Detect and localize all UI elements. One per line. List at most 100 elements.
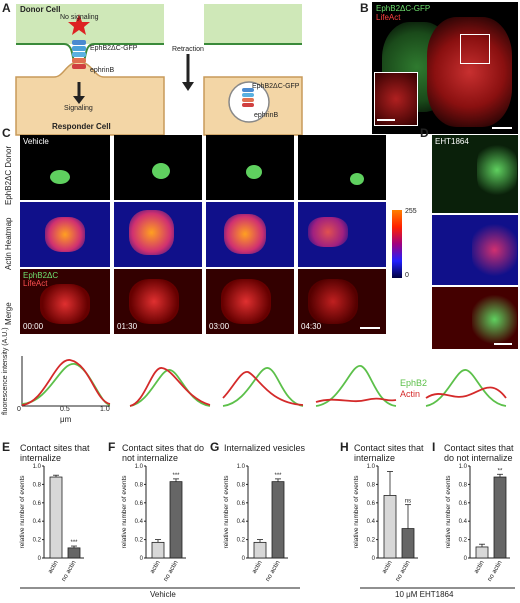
title-h: Contact sites that internalize xyxy=(354,443,424,463)
donor-cell-region-2 xyxy=(204,4,302,44)
drug-heatmap-frame xyxy=(432,215,518,285)
bar-F-actin xyxy=(151,541,165,559)
y-tick-label-G: 0 xyxy=(242,556,246,562)
bar-H-actin xyxy=(383,495,397,559)
heatmap-frame-3 xyxy=(206,202,294,267)
bar-H-no-actin xyxy=(401,528,415,559)
significance-G: *** xyxy=(274,473,282,479)
profile-ylabel: fluorescence intensity (A.U.) xyxy=(2,327,9,415)
profile-tick-0: 0 xyxy=(17,406,21,413)
heatmap-frame-4 xyxy=(298,202,386,267)
retraction-label: Retraction xyxy=(172,46,204,53)
colorbar-min: 0 xyxy=(405,272,409,279)
bar-E-no-actin xyxy=(67,547,81,559)
bar-E-actin xyxy=(49,476,63,559)
bar-I-actin xyxy=(475,546,489,559)
donor-frame-3 xyxy=(206,135,294,200)
row-label-merge: Merge xyxy=(4,302,13,325)
category-label-G: actin xyxy=(251,559,264,575)
y-tick-label-G: 0.4 xyxy=(237,519,246,525)
ligand-label: ephrinB xyxy=(90,67,115,74)
vehicle-group-label: Vehicle xyxy=(150,590,176,599)
profile-3 xyxy=(222,367,304,407)
significance-F: *** xyxy=(172,473,180,479)
y-tick-label-I: 0.4 xyxy=(459,519,468,525)
receptor-label: EphB2ΔC-GFP xyxy=(90,45,138,52)
y-tick-label-F: 1.0 xyxy=(135,464,144,470)
receptor-stack xyxy=(72,40,86,69)
merge-red-label: LifeAct xyxy=(23,279,48,288)
ligand-label-2: ephrinB xyxy=(254,112,279,119)
y-axis-label-I: relative number of events xyxy=(445,475,452,549)
panel-label-e: E xyxy=(2,440,11,454)
bar-charts: 0 0.2 0.4 0.6 0.8 1.0 relative number of event… xyxy=(19,464,515,589)
donor-cell-region xyxy=(16,4,164,44)
category-label-F: actin xyxy=(149,559,162,575)
timestamp-3: 03:00 xyxy=(209,322,230,331)
category-label-I: actin xyxy=(473,559,486,575)
merge-frame-1: EphB2ΔC LifeAct 00:00 xyxy=(20,269,110,334)
bar-G-no-actin xyxy=(271,481,285,559)
panel-label-g: G xyxy=(210,440,220,454)
category-label-E: actin xyxy=(47,559,60,575)
panel-label-b: B xyxy=(360,1,369,15)
merge-frame-3: 03:00 xyxy=(206,269,294,334)
y-tick-label-H: 0.6 xyxy=(367,501,376,507)
category-label-E: no actin xyxy=(60,559,78,583)
y-tick-label-F: 0 xyxy=(140,556,144,562)
y-tick-label-F: 0.8 xyxy=(135,482,144,488)
y-tick-label-I: 0 xyxy=(464,556,468,562)
heatmap-colorbar xyxy=(392,210,402,278)
y-tick-label-I: 0.2 xyxy=(459,538,468,544)
panel-label-i: I xyxy=(432,440,436,454)
merge-frame-4: 04:30 xyxy=(298,269,386,334)
colorbar-max: 255 xyxy=(405,208,417,215)
no-signaling-star xyxy=(68,14,90,35)
heatmap-frame-1 xyxy=(20,202,110,267)
title-f: Contact sites that do not internalize xyxy=(122,443,205,463)
profile-1 xyxy=(21,356,111,407)
category-label-H: no actin xyxy=(394,559,412,583)
y-tick-label-I: 0.8 xyxy=(459,482,468,488)
scale-bar xyxy=(360,327,380,329)
donor-frame-1: Vehicle xyxy=(20,135,110,200)
merge-green-label: EphB2ΔC xyxy=(23,271,59,280)
profile-2 xyxy=(129,367,211,407)
micrograph-b: EphB2ΔC-GFP LifeAct xyxy=(372,2,518,134)
y-tick-label-G: 1.0 xyxy=(237,464,246,470)
eht-group-label: 10 μM EHT1864 xyxy=(395,590,454,599)
row-label-donor: EphB2ΔC Donor xyxy=(4,145,13,205)
merge-frame-2: 01:30 xyxy=(114,269,202,334)
y-tick-label-G: 0.8 xyxy=(237,482,246,488)
drug-donor-frame: EHT1864 xyxy=(432,135,518,213)
y-tick-label-H: 1.0 xyxy=(367,464,376,470)
row-label-heatmap: Actin Heatmap xyxy=(4,217,13,270)
y-tick-label-I: 0.6 xyxy=(459,501,468,507)
title-i: Contact sites that do not internalize xyxy=(444,443,514,463)
title-e: Contact sites that internalize xyxy=(20,443,90,463)
no-signaling-label: No signaling xyxy=(60,14,99,21)
y-tick-label-E: 0 xyxy=(38,556,42,562)
y-tick-label-I: 1.0 xyxy=(459,464,468,470)
category-label-G: no actin xyxy=(264,559,282,583)
profile-xlabel: μm xyxy=(60,415,72,424)
responder-cell-label: Responder Cell xyxy=(52,122,111,131)
donor-frame-2 xyxy=(114,135,202,200)
y-tick-label-E: 1.0 xyxy=(33,464,42,470)
donor-cell-label: Donor Cell xyxy=(20,5,61,14)
drug-merge-frame xyxy=(432,287,518,349)
timestamp-1: 00:00 xyxy=(23,322,44,331)
bar-I-no-actin xyxy=(493,476,507,559)
timestamp-4: 04:30 xyxy=(301,322,322,331)
panel-label-d: D xyxy=(420,126,429,140)
y-tick-label-F: 0.4 xyxy=(135,519,144,525)
y-tick-label-G: 0.2 xyxy=(237,538,246,544)
y-tick-label-F: 0.2 xyxy=(135,538,144,544)
profile-tick-1: 1.0 xyxy=(100,406,110,413)
green-channel-label: EphB2ΔC-GFP xyxy=(376,4,431,13)
y-axis-label-G: relative number of events xyxy=(223,475,230,549)
legend-green: EphB2 xyxy=(400,378,428,388)
significance-H: ns xyxy=(405,499,411,505)
significance-E: *** xyxy=(70,540,78,546)
profile-tick-05: 0.5 xyxy=(60,406,70,413)
